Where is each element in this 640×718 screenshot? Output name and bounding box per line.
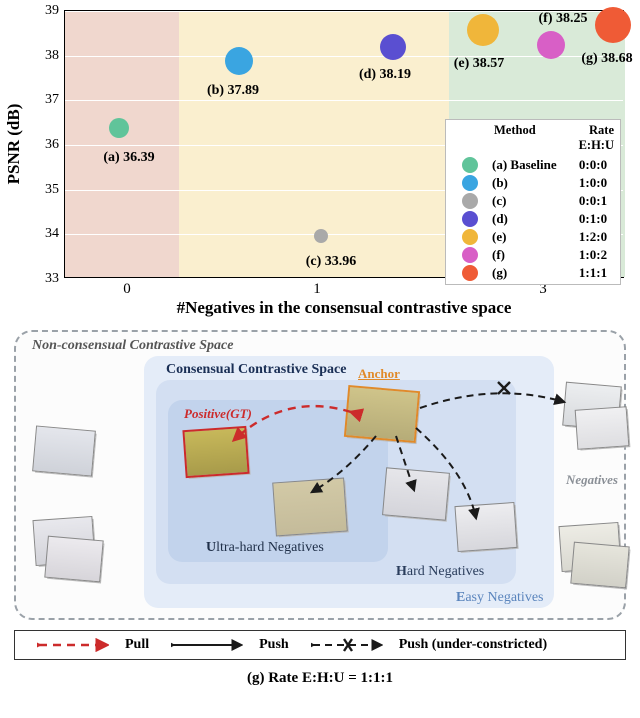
gridline (65, 56, 623, 57)
legend-rate: 0:1:0 (572, 211, 614, 227)
legend-row: (g)1:1:1 (450, 264, 616, 282)
legend-rate: 1:0:2 (572, 247, 614, 263)
scatter-point-g (595, 7, 631, 43)
legend-swatch (462, 175, 478, 191)
ytick: 34 (45, 226, 65, 242)
ultra-thumb (272, 478, 348, 537)
y-axis-label: PSNR (dB) (4, 104, 24, 185)
noncons-title: Non-consensual Contrastive Space (32, 338, 233, 354)
scatter-label-a: (a) 36.39 (103, 150, 154, 166)
zone (65, 11, 179, 277)
scatter-point-d (380, 34, 406, 60)
neg-thumb-l3 (44, 536, 103, 583)
diagram-caption: (g) Rate E:H:U = 1:1:1 (0, 670, 640, 687)
ytick: 36 (45, 137, 65, 153)
scatter-point-f (537, 31, 565, 59)
scatter-label-b: (b) 37.89 (207, 83, 259, 99)
xtick: 0 (123, 277, 131, 298)
arrow-legend-item: Push (171, 637, 289, 653)
arrow-legend-text: Pull (125, 637, 149, 653)
legend-rate: 1:2:0 (572, 229, 614, 245)
legend-rate: 1:0:0 (572, 175, 614, 191)
legend-row: (e)1:2:0 (450, 228, 616, 246)
legend: MethodRate E:H:U(a) Baseline0:0:0(b)1:0:… (445, 119, 621, 285)
ytick: 33 (45, 271, 65, 287)
legend-swatch (462, 211, 478, 227)
legend-method: (c) (492, 193, 572, 209)
legend-method: (f) (492, 247, 572, 263)
positive-thumb (182, 426, 249, 478)
x-axis-label: #Negatives in the consensual contrastive… (177, 298, 512, 318)
hard-thumb-2 (454, 502, 517, 552)
hard-box-label: Hard Negatives (396, 564, 484, 580)
arrow-legend-text: Push (259, 637, 289, 653)
ultra-box-label: Ultra-hard Negatives (206, 540, 324, 556)
legend-rate: 0:0:1 (572, 193, 614, 209)
scatter-label-f: (f) 38.25 (539, 11, 588, 27)
anchor-label: Anchor (358, 366, 400, 382)
legend-row: (b)1:0:0 (450, 174, 616, 192)
neg-thumb-l1 (32, 425, 96, 476)
ytick: 39 (45, 3, 65, 19)
scatter-point-a (109, 118, 129, 138)
legend-row: (c)0:0:1 (450, 192, 616, 210)
anchor-thumb (344, 385, 420, 443)
positive-label: Positive(GT) (184, 406, 252, 422)
scatter-label-e: (e) 38.57 (454, 56, 505, 72)
hard-thumb-1 (382, 467, 450, 520)
legend-swatch (462, 193, 478, 209)
ytick: 38 (45, 48, 65, 64)
legend-row: (f)1:0:2 (450, 246, 616, 264)
scatter-point-b (225, 47, 253, 75)
ytick: 37 (45, 92, 65, 108)
scatter-label-g: (g) 38.68 (581, 51, 632, 67)
legend-rate: 1:1:1 (572, 265, 614, 281)
legend-row: (a) Baseline0:0:0 (450, 156, 616, 174)
contrastive-space-diagram: Non-consensual Contrastive Space Consens… (14, 330, 626, 620)
scatter-label-d: (d) 38.19 (359, 67, 411, 83)
legend-swatch (462, 229, 478, 245)
consensual-title: Consensual Contrastive Space (166, 362, 346, 378)
legend-rate: 0:0:0 (572, 157, 614, 173)
legend-swatch (462, 265, 478, 281)
scatter-label-c: (c) 33.96 (306, 254, 357, 270)
arrow-legend: Pull Push Push (under-constricted) (14, 630, 626, 660)
xtick: 1 (313, 277, 321, 298)
neg-thumb-tr2 (575, 406, 630, 450)
negatives-label: Negatives (566, 472, 618, 488)
legend-swatch (462, 247, 478, 263)
scatter-chart: 33343536373839013(a) 36.39(b) 37.89(c) 3… (64, 10, 624, 278)
legend-method: (d) (492, 211, 572, 227)
legend-row: (d)0:1:0 (450, 210, 616, 228)
neg-thumb-br2 (570, 542, 629, 589)
scatter-point-c (314, 229, 328, 243)
ytick: 35 (45, 182, 65, 198)
arrow-legend-item: Pull (37, 637, 149, 653)
legend-swatch (462, 157, 478, 173)
legend-method: (g) (492, 265, 572, 281)
legend-method: (a) Baseline (492, 157, 572, 173)
arrow-legend-item: Push (under-constricted) (311, 637, 547, 653)
easy-box-label: Easy Negatives (456, 590, 544, 606)
legend-method: (e) (492, 229, 572, 245)
scatter-point-e (467, 14, 499, 46)
arrow-legend-text: Push (under-constricted) (399, 637, 547, 653)
gridline (65, 100, 623, 101)
legend-method: (b) (492, 175, 572, 191)
